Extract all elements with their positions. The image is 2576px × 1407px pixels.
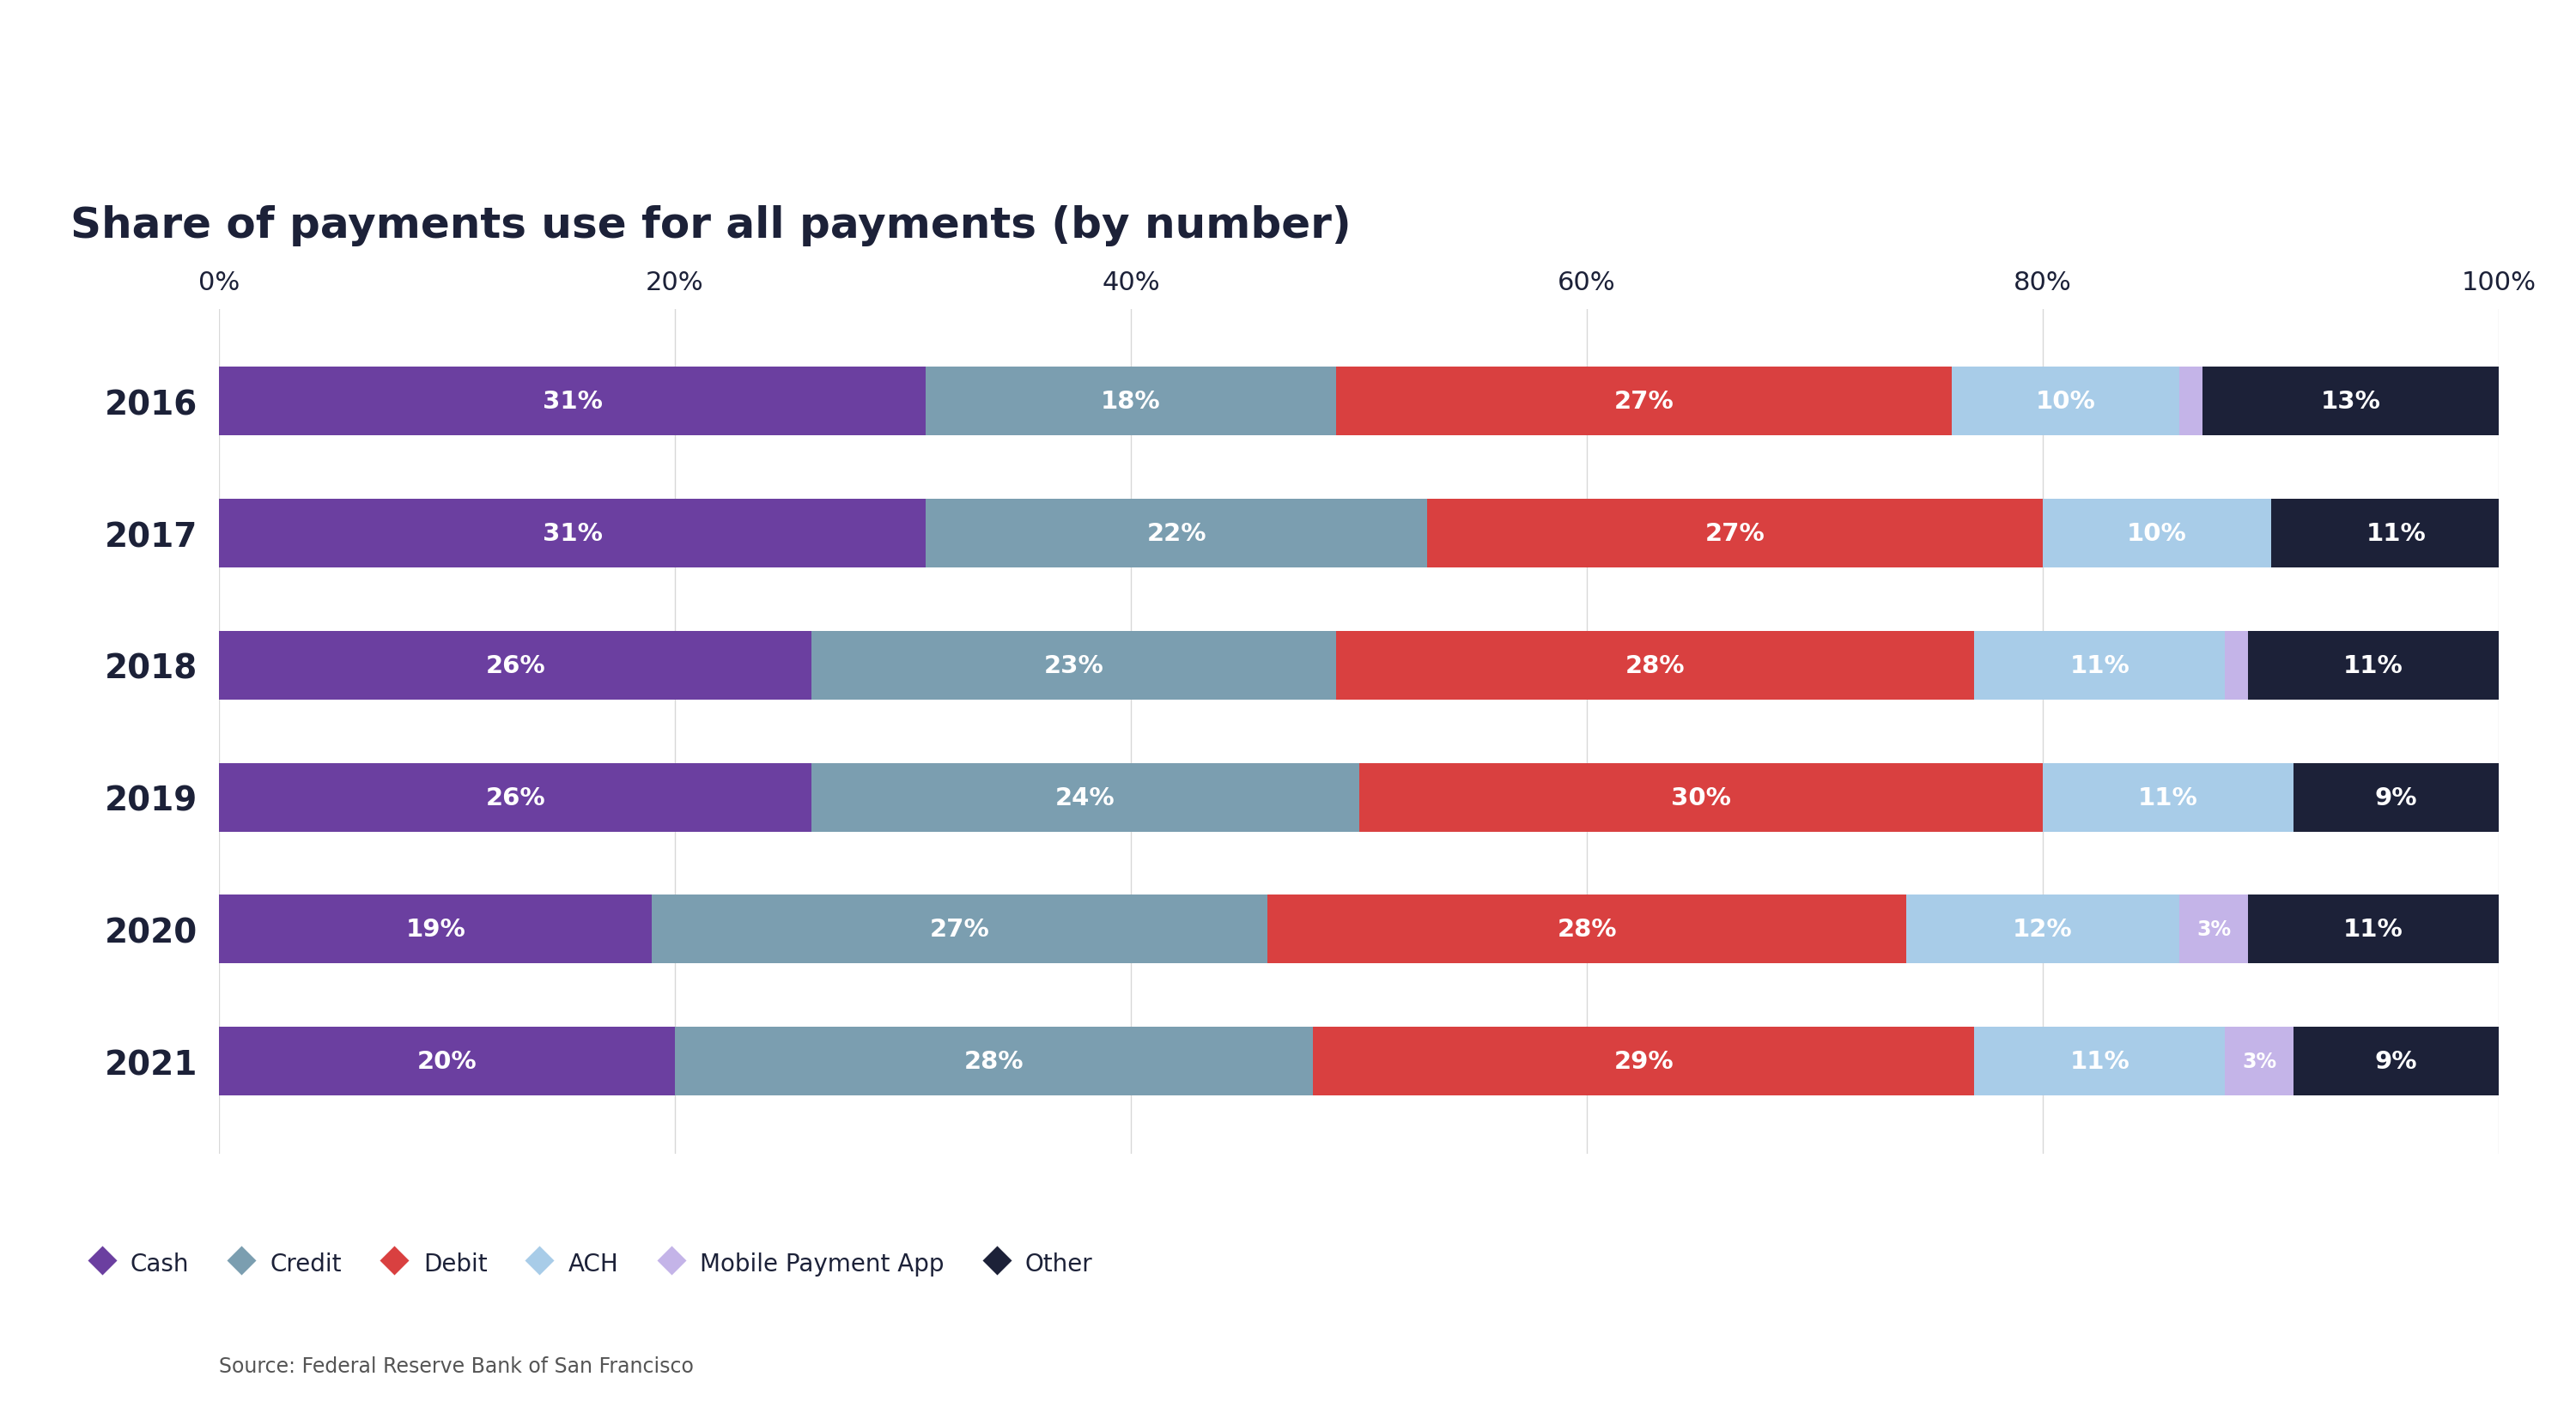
Text: 11%: 11%	[2138, 785, 2197, 809]
Bar	[652, 895, 1267, 964]
Bar	[811, 763, 1360, 832]
Bar	[2179, 895, 2249, 964]
Text: 31%: 31%	[544, 390, 603, 414]
Text: Source: Federal Reserve Bank of San Francisco: Source: Federal Reserve Bank of San Fran…	[219, 1355, 693, 1376]
Bar	[925, 367, 1337, 436]
Text: 20%: 20%	[417, 1050, 477, 1074]
Bar	[2202, 367, 2499, 436]
Bar	[219, 499, 925, 568]
Bar	[219, 367, 925, 436]
Text: 27%: 27%	[1613, 390, 1674, 414]
Text: 3%: 3%	[2197, 919, 2231, 940]
Bar	[2043, 499, 2272, 568]
Text: 12%: 12%	[2012, 917, 2074, 941]
Bar	[2226, 1027, 2293, 1096]
Bar	[2272, 499, 2522, 568]
Bar	[2293, 1027, 2499, 1096]
Text: 11%: 11%	[2071, 654, 2130, 678]
Legend: Cash, Credit, Debit, ACH, Mobile Payment App, Other: Cash, Credit, Debit, ACH, Mobile Payment…	[82, 1241, 1103, 1286]
Text: 24%: 24%	[1056, 785, 1115, 809]
Text: 9%: 9%	[2375, 785, 2416, 809]
Text: 28%: 28%	[963, 1050, 1023, 1074]
Bar	[2179, 367, 2202, 436]
Bar	[1314, 1027, 1973, 1096]
Bar	[1267, 895, 1906, 964]
Text: 11%: 11%	[2344, 654, 2403, 678]
Bar	[2043, 763, 2293, 832]
Text: 11%: 11%	[2367, 522, 2427, 546]
Text: 28%: 28%	[1625, 654, 1685, 678]
Bar	[219, 763, 811, 832]
Text: 10%: 10%	[2035, 390, 2094, 414]
Text: 10%: 10%	[2128, 522, 2187, 546]
Text: 26%: 26%	[484, 654, 546, 678]
Bar	[2293, 763, 2499, 832]
Text: 3%: 3%	[2241, 1051, 2277, 1072]
Text: 27%: 27%	[1705, 522, 1765, 546]
Text: 23%: 23%	[1043, 654, 1103, 678]
Bar	[2249, 895, 2499, 964]
Text: 26%: 26%	[484, 785, 546, 809]
Text: 30%: 30%	[1672, 785, 1731, 809]
Bar	[2226, 632, 2249, 699]
Text: 9%: 9%	[2375, 1050, 2416, 1074]
Bar	[219, 1027, 675, 1096]
Text: 28%: 28%	[1556, 917, 1618, 941]
Bar	[2249, 632, 2499, 699]
Bar	[1973, 632, 2226, 699]
Text: 11%: 11%	[2344, 917, 2403, 941]
Text: Share of payments use for all payments (by number): Share of payments use for all payments (…	[70, 205, 1352, 246]
Bar	[1973, 1027, 2226, 1096]
Bar	[219, 895, 652, 964]
Text: 29%: 29%	[1615, 1050, 1674, 1074]
Text: 19%: 19%	[404, 917, 466, 941]
Bar	[925, 499, 1427, 568]
Text: 13%: 13%	[2321, 390, 2380, 414]
Text: 11%: 11%	[2071, 1050, 2130, 1074]
Text: 27%: 27%	[930, 917, 989, 941]
Bar	[1953, 367, 2179, 436]
Bar	[811, 632, 1337, 699]
Bar	[219, 632, 811, 699]
Text: 22%: 22%	[1146, 522, 1206, 546]
Text: 18%: 18%	[1100, 390, 1162, 414]
Bar	[1337, 632, 1973, 699]
Bar	[1360, 763, 2043, 832]
Bar	[675, 1027, 1314, 1096]
Text: 31%: 31%	[544, 522, 603, 546]
Bar	[1906, 895, 2179, 964]
Bar	[1427, 499, 2043, 568]
Bar	[1337, 367, 1953, 436]
